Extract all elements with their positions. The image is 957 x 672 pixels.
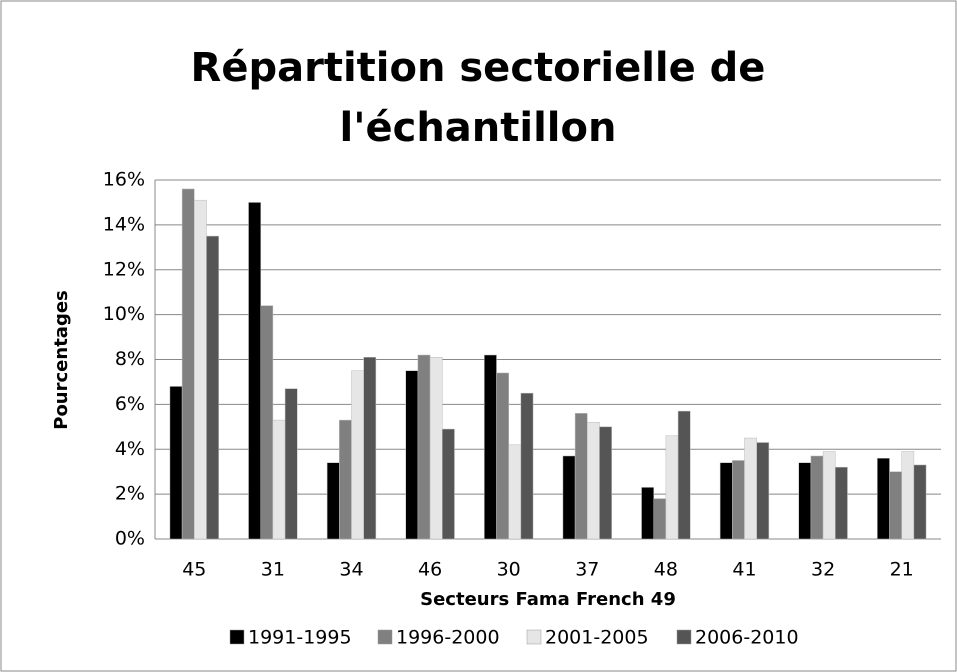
- y-tick-label: 0%: [115, 528, 145, 550]
- legend-swatch: [526, 629, 542, 645]
- bar: [484, 354, 497, 540]
- legend-swatch: [229, 629, 245, 645]
- x-tick-label: 21: [890, 559, 914, 581]
- legend-label: 2006-2010: [695, 627, 799, 649]
- bar: [363, 357, 377, 540]
- bar: [599, 426, 612, 540]
- bar: [260, 305, 274, 540]
- bar: [272, 419, 286, 540]
- bar: [835, 466, 848, 540]
- chart-title: Répartition sectorielle de l'échantillon: [190, 45, 766, 151]
- x-tick-label: 46: [418, 559, 442, 581]
- bar: [429, 357, 443, 540]
- bar: [351, 370, 364, 540]
- bar: [194, 199, 207, 540]
- bar: [562, 455, 576, 540]
- bar: [248, 202, 261, 540]
- y-tick-label: 16%: [103, 169, 145, 191]
- y-tick-label: 4%: [115, 438, 145, 460]
- bar: [798, 462, 812, 540]
- bar: [732, 460, 745, 540]
- x-tick-label: 37: [575, 559, 599, 581]
- bar: [677, 410, 691, 540]
- y-tick-label: 6%: [115, 393, 145, 415]
- legend-label: 2001-2005: [545, 627, 649, 649]
- bar: [496, 372, 509, 540]
- y-tick-label: 14%: [103, 213, 145, 235]
- bar: [326, 462, 340, 540]
- x-tick-label: 34: [339, 559, 363, 581]
- x-tick-label: 30: [497, 559, 521, 581]
- y-tick-label: 12%: [103, 258, 145, 280]
- bar: [442, 428, 455, 540]
- bar: [206, 235, 219, 540]
- x-tick-label: 31: [261, 559, 285, 581]
- legend-swatch: [676, 629, 692, 645]
- bar: [719, 462, 733, 540]
- bar: [169, 386, 183, 540]
- bar: [913, 464, 927, 540]
- bar: [339, 419, 352, 540]
- bar: [284, 388, 298, 540]
- x-axis-title: Secteurs Fama French 49: [420, 589, 676, 610]
- x-tick-label: 32: [811, 559, 835, 581]
- bar: [181, 188, 195, 540]
- bar: [417, 354, 431, 540]
- bar: [810, 455, 824, 540]
- bar: [520, 392, 534, 540]
- bar: [508, 444, 522, 540]
- bar: [744, 437, 757, 540]
- bar: [901, 451, 915, 540]
- bar: [877, 457, 890, 540]
- bar: [756, 442, 770, 540]
- bar: [665, 435, 679, 540]
- bar: [653, 498, 667, 540]
- y-tick-label: 2%: [115, 483, 145, 505]
- x-tick-label: 48: [654, 559, 678, 581]
- bar: [641, 487, 654, 540]
- y-tick-label: 8%: [115, 348, 145, 370]
- bar: [889, 471, 902, 540]
- y-tick-label: 10%: [103, 303, 145, 325]
- x-tick-label: 41: [732, 559, 756, 581]
- legend-label: 1991-1995: [248, 627, 352, 649]
- bar: [574, 413, 588, 540]
- bar: [587, 422, 600, 540]
- bar: [405, 370, 419, 540]
- legend-swatch: [377, 629, 393, 645]
- bar: [822, 451, 836, 540]
- y-axis-title: Pourcentages: [51, 290, 72, 430]
- legend-label: 1996-2000: [396, 627, 500, 649]
- x-tick-label: 45: [182, 559, 206, 581]
